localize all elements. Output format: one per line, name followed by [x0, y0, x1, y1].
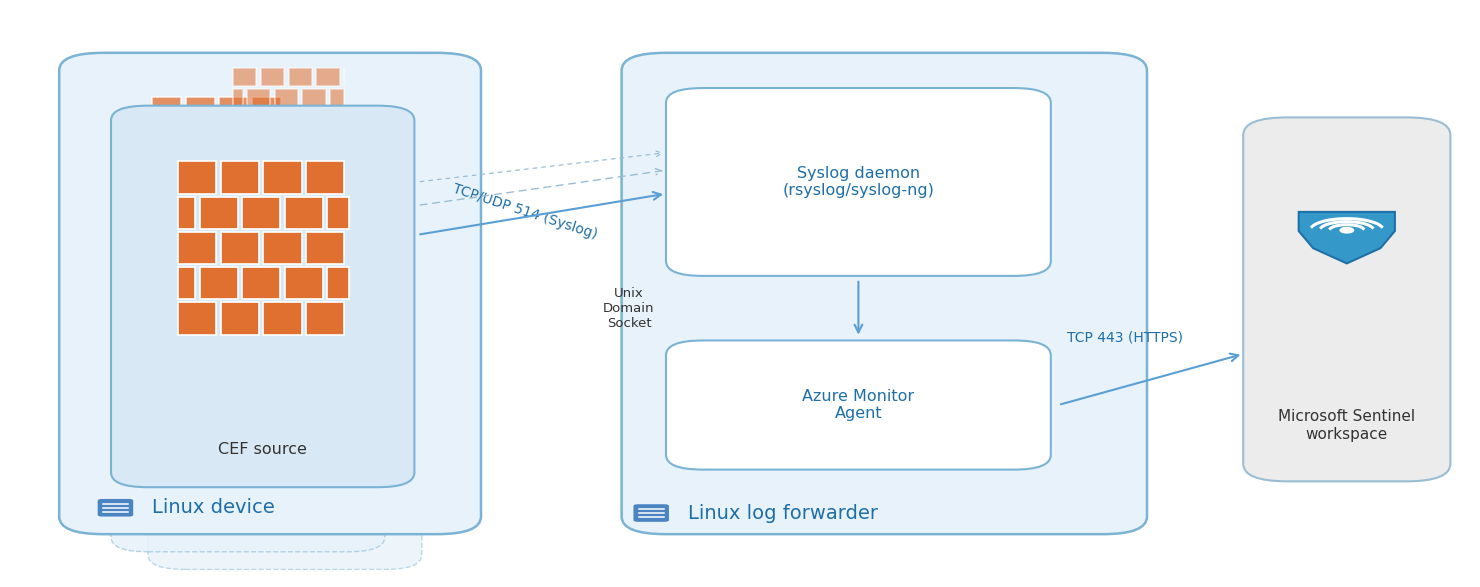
Bar [152, 174, 164, 197]
Bar [289, 68, 312, 86]
Bar [289, 110, 312, 128]
Bar [330, 89, 345, 107]
FancyBboxPatch shape [148, 217, 422, 569]
Text: TCP 443 (HTTPS): TCP 443 (HTTPS) [1067, 330, 1183, 345]
Text: Syslog daemon
(rsyslog/syslog-ng): Syslog daemon (rsyslog/syslog-ng) [783, 166, 934, 198]
Bar [234, 131, 243, 149]
Bar [152, 200, 182, 223]
Bar [252, 149, 281, 171]
Bar [243, 197, 280, 229]
FancyBboxPatch shape [111, 106, 414, 487]
Bar [284, 197, 323, 229]
Circle shape [1339, 228, 1354, 233]
FancyBboxPatch shape [1243, 117, 1450, 481]
Bar [317, 110, 339, 128]
Bar [260, 152, 284, 170]
Bar [203, 123, 231, 146]
Bar [221, 161, 259, 194]
Text: Microsoft Sentinel
workspace: Microsoft Sentinel workspace [1279, 409, 1415, 442]
Bar [269, 174, 286, 197]
Bar [234, 89, 243, 107]
FancyBboxPatch shape [666, 340, 1051, 470]
Bar [330, 131, 345, 149]
Bar [200, 267, 238, 299]
Bar [169, 174, 198, 197]
Bar [327, 267, 349, 299]
Bar [219, 149, 247, 171]
Text: TCP/UDP 514 (Syslog): TCP/UDP 514 (Syslog) [451, 181, 599, 241]
Bar [302, 89, 326, 107]
FancyBboxPatch shape [622, 53, 1147, 534]
Text: Azure Monitor
Agent: Azure Monitor Agent [802, 389, 915, 421]
Bar [260, 110, 284, 128]
Bar [234, 68, 256, 86]
Bar [179, 197, 195, 229]
Bar [275, 89, 297, 107]
Bar [179, 302, 216, 335]
Bar [186, 149, 215, 171]
Bar [252, 200, 281, 223]
Text: Unix
Domain
Socket: Unix Domain Socket [604, 286, 654, 330]
Bar [247, 89, 271, 107]
Bar [221, 232, 259, 264]
Bar [152, 97, 182, 120]
Bar [243, 267, 280, 299]
Bar [252, 97, 281, 120]
FancyBboxPatch shape [98, 499, 133, 517]
Text: Linux device: Linux device [152, 498, 275, 517]
Bar [263, 232, 302, 264]
Bar [219, 97, 247, 120]
Bar [306, 232, 345, 264]
Bar [234, 110, 256, 128]
Bar [269, 123, 286, 146]
Bar [152, 123, 164, 146]
Bar [179, 267, 195, 299]
Bar [235, 174, 265, 197]
Bar [152, 149, 182, 171]
Bar [275, 131, 297, 149]
Bar [169, 123, 198, 146]
Bar [234, 152, 256, 170]
FancyBboxPatch shape [59, 53, 481, 534]
Text: CEF source: CEF source [218, 441, 308, 457]
Bar [302, 131, 326, 149]
Bar [306, 161, 345, 194]
Bar [179, 232, 216, 264]
Bar [284, 267, 323, 299]
FancyBboxPatch shape [111, 200, 385, 552]
FancyBboxPatch shape [666, 88, 1051, 276]
Bar [327, 197, 349, 229]
Polygon shape [1299, 212, 1396, 264]
Bar [179, 161, 216, 194]
Bar [317, 152, 339, 170]
Bar [317, 68, 339, 86]
Bar [221, 302, 259, 335]
Bar [263, 302, 302, 335]
Bar [235, 123, 265, 146]
FancyBboxPatch shape [633, 504, 669, 522]
Bar [219, 200, 247, 223]
Bar [263, 161, 302, 194]
Bar [306, 302, 345, 335]
Bar [186, 97, 215, 120]
Bar [186, 200, 215, 223]
Bar [200, 197, 238, 229]
Bar [260, 68, 284, 86]
Text: Linux log forwarder: Linux log forwarder [688, 504, 878, 522]
Bar [247, 131, 271, 149]
Bar [203, 174, 231, 197]
Bar [289, 152, 312, 170]
